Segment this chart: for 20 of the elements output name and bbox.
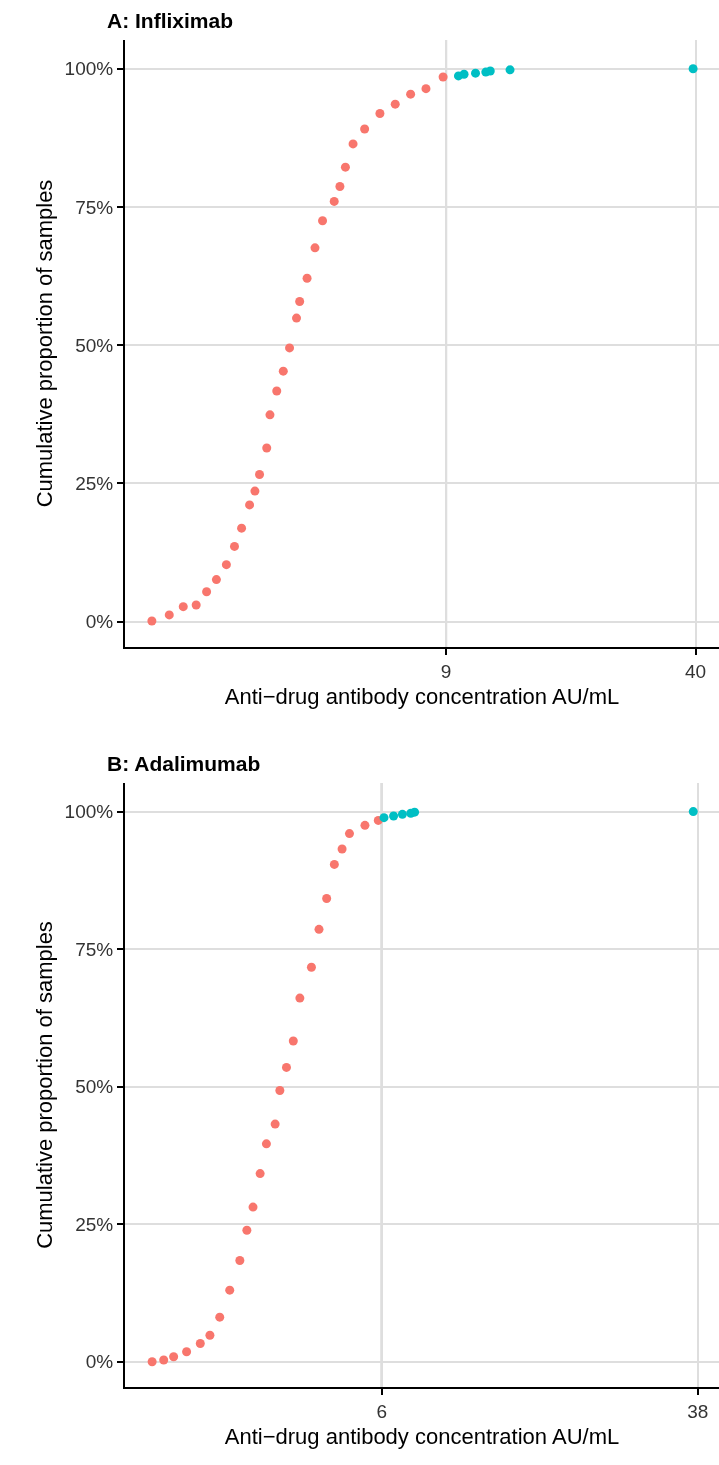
x-axis-title: Anti−drug antibody concentration AU/mL — [224, 684, 620, 710]
x-tick-label: 40 — [685, 660, 707, 682]
y-axis-title: Cumulative proportion of samples — [31, 921, 57, 1249]
y-tick-label: 25% — [75, 473, 114, 495]
y-axis-title: Cumulative proportion of samples — [31, 179, 57, 508]
y-tick-label: 0% — [85, 1351, 114, 1373]
x-tick-label: 9 — [440, 660, 452, 682]
y-tick-label: 100% — [64, 801, 114, 823]
y-tick-label: 25% — [75, 1213, 114, 1235]
y-tick-label: 50% — [75, 334, 114, 356]
chart-title: A: Infliximab — [107, 9, 234, 32]
chart-title: B: Adalimumab — [107, 752, 261, 775]
y-tick-label: 75% — [75, 196, 114, 218]
y-tick-label: 75% — [75, 938, 114, 960]
x-axis-title: Anti−drug antibody concentration AU/mL — [224, 1424, 620, 1450]
y-tick-label: 100% — [64, 58, 114, 80]
y-tick-label: 50% — [75, 1076, 114, 1098]
x-tick-label: 6 — [376, 1400, 388, 1422]
x-tick-label: 38 — [687, 1400, 709, 1422]
y-tick-label: 0% — [85, 611, 114, 633]
